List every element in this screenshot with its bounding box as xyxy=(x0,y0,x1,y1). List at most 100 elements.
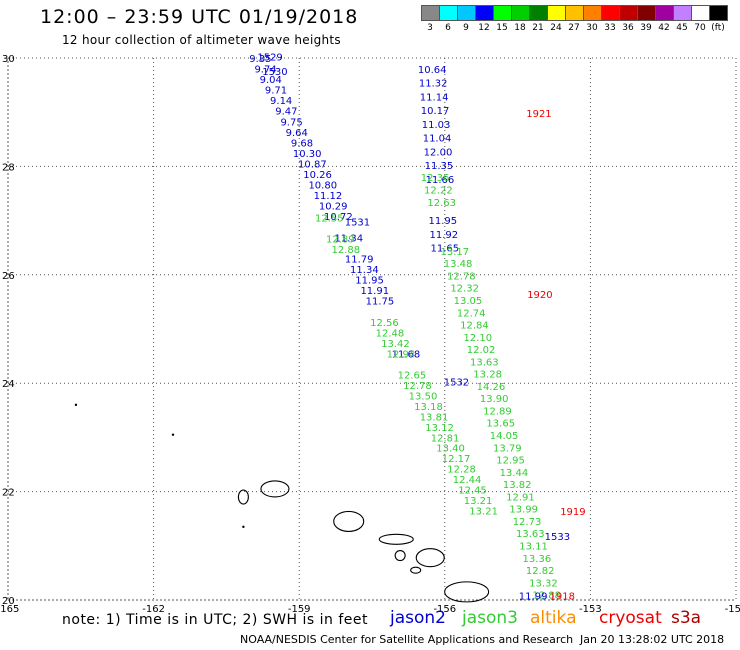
map-subtitle: 12 hour collection of altimeter wave hei… xyxy=(62,33,341,47)
legend-altika: altika xyxy=(530,608,577,628)
island-outline xyxy=(415,548,445,568)
wave-height-value: 13.82 xyxy=(503,480,532,491)
pass-label: 1530 xyxy=(262,67,287,78)
wave-height-value: 13.63 xyxy=(470,357,499,368)
scale-label: 9 xyxy=(463,23,469,33)
wave-height-value: 12.91 xyxy=(506,492,535,503)
wave-height-value: 10.30 xyxy=(293,149,322,160)
footer-credit: NOAA/NESDIS Center for Satellite Applica… xyxy=(240,633,574,646)
island-outline xyxy=(260,480,290,498)
island-outline xyxy=(378,533,414,545)
longitude-tick-label: -159 xyxy=(288,604,311,615)
latitude-tick-label: 22 xyxy=(2,488,15,499)
wave-height-value: 11.04 xyxy=(423,134,452,145)
wave-height-value: 12.17 xyxy=(442,454,471,465)
scale-label: 12 xyxy=(478,23,490,33)
units-note: note: 1) Time is in UTC; 2) SWH is in fe… xyxy=(62,612,369,628)
pass-label: 1531 xyxy=(345,218,370,229)
islet-dot xyxy=(242,525,245,529)
wave-height-value: 9.47 xyxy=(275,107,297,118)
wave-height-value: 12.78 xyxy=(403,381,432,392)
wave-height-value: 10.26 xyxy=(303,170,332,181)
wave-height-value: 12.02 xyxy=(467,345,496,356)
scale-label: 70 xyxy=(694,23,706,33)
wave-height-value: 9.35 xyxy=(249,54,271,65)
wave-height-value: 10.64 xyxy=(418,65,447,76)
wave-height-value: 11.92 xyxy=(430,230,459,241)
wave-height-value: 13.05 xyxy=(454,296,483,307)
scale-label: (ft) xyxy=(711,23,725,33)
wave-height-value: 14.26 xyxy=(477,382,506,393)
wave-height-value: 12.74 xyxy=(457,308,486,319)
wave-height-value: 11.34 xyxy=(350,265,379,276)
latitude-tick-label: 20 xyxy=(2,596,15,607)
wave-height-value: 12.94 xyxy=(387,349,416,360)
wave-height-value: 9.75 xyxy=(280,117,302,128)
wave-height-value: 13.65 xyxy=(486,419,515,430)
wave-height-value: 12.55 xyxy=(315,213,344,224)
wave-height-value: 13.18 xyxy=(414,402,443,413)
wave-height-value: 12.48 xyxy=(376,329,405,340)
wave-height-value: 11.03 xyxy=(422,120,451,131)
wave-height-value: 13.48 xyxy=(444,259,473,270)
wave-height-value: 12.22 xyxy=(424,186,453,197)
wave-height-value: 9.71 xyxy=(265,86,287,97)
pass-label: 1533 xyxy=(545,532,570,543)
wave-height-value: 11.32 xyxy=(419,79,448,90)
wave-height-value: 12.89 xyxy=(326,234,355,245)
latitude-tick-label: 26 xyxy=(2,271,15,282)
wave-height-value: 12.36 xyxy=(421,173,450,184)
wave-height-value: 13.12 xyxy=(425,423,454,434)
scale-label: 3 xyxy=(427,23,433,33)
scale-label: 39 xyxy=(640,23,652,33)
wave-height-value: 9.14 xyxy=(270,96,292,107)
wave-height-value: 11.12 xyxy=(314,191,343,202)
wave-height-value: 11.65 xyxy=(430,244,459,255)
scale-label: 27 xyxy=(568,23,580,33)
island-outline xyxy=(237,489,249,505)
scale-label: 24 xyxy=(550,23,562,33)
pass-label: 1921 xyxy=(526,109,551,120)
wave-height-value: 13.32 xyxy=(529,578,558,589)
wave-height-value: 11.66 xyxy=(426,175,455,186)
wave-height-value: 12.63 xyxy=(427,198,456,209)
legend-cryosat: cryosat xyxy=(599,608,662,628)
scale-label: 21 xyxy=(532,23,544,33)
wave-height-value: 12.84 xyxy=(460,321,489,332)
legend-jason3: jason3 xyxy=(462,608,518,628)
wave-height-value: 13.21 xyxy=(469,507,498,518)
wave-height-value: 13.79 xyxy=(493,443,522,454)
pass-label: 1529 xyxy=(257,52,282,63)
wave-height-value: 13.40 xyxy=(436,444,465,455)
wave-height-value: 12.95 xyxy=(496,456,525,467)
wave-height-value: 9.74 xyxy=(254,65,276,76)
wave-height-value: 12.88 xyxy=(332,245,361,256)
pass-label: 1919 xyxy=(560,507,585,518)
wave-height-value: 11.14 xyxy=(420,92,449,103)
longitude-tick-label: -162 xyxy=(142,604,165,615)
wave-height-value: 9.64 xyxy=(286,128,308,139)
wave-height-value: 12.88 xyxy=(532,591,561,602)
wave-height-value: 9.04 xyxy=(260,75,282,86)
wave-height-value: 13.28 xyxy=(473,370,502,381)
scale-label: 15 xyxy=(496,23,508,33)
wave-height-value: 11.68 xyxy=(392,349,421,360)
wave-height-value: 13.63 xyxy=(516,529,545,540)
wave-height-value: 12.89 xyxy=(483,406,512,417)
longitude-tick-label: -150 xyxy=(725,604,740,615)
wave-height-value: 11.95 xyxy=(429,216,458,227)
wave-height-value: 12.73 xyxy=(513,517,542,528)
wave-height-value: 11.95 xyxy=(355,276,384,287)
wave-height-value: 11.35 xyxy=(425,161,454,172)
wave-height-value: 11.34 xyxy=(334,233,363,244)
scale-label: 36 xyxy=(622,23,634,33)
wave-height-value: 12.78 xyxy=(447,271,476,282)
pass-label: 1532 xyxy=(444,377,469,388)
wave-height-value: 13.81 xyxy=(420,412,449,423)
wave-height-value: 13.21 xyxy=(464,496,493,507)
latitude-tick-label: 24 xyxy=(2,379,15,390)
wave-height-value: 12.56 xyxy=(370,318,399,329)
wave-height-value: 10.80 xyxy=(308,181,337,192)
wave-height-value: 14.05 xyxy=(490,431,519,442)
